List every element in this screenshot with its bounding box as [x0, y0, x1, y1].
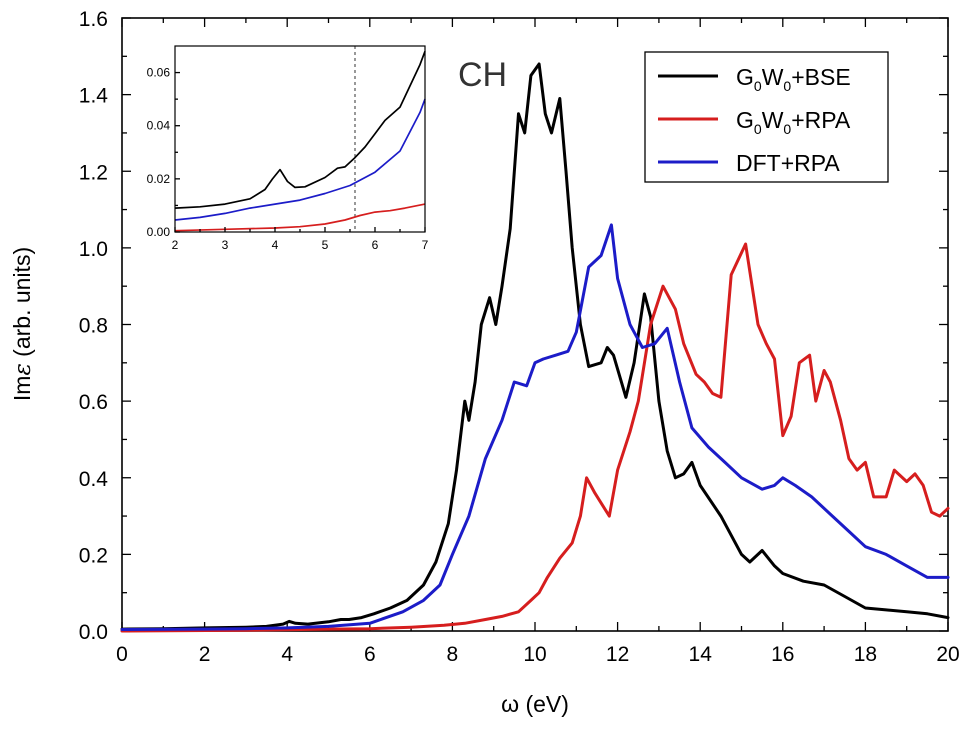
main-x-tick-label: 4 [281, 643, 293, 666]
y-axis-title: Imε (arb. units) [9, 247, 36, 401]
legend-label-rpa: G0W0+RPA [736, 107, 851, 137]
main-series-g0w0-bse [120, 62, 950, 631]
inset-x-tick-label: 7 [422, 238, 429, 252]
inset-y-tick-label: 0.02 [147, 172, 171, 186]
inset-y-tick-label: 0.04 [147, 119, 171, 133]
main-x-tick-label: 12 [606, 643, 629, 666]
main-x-tick-label: 14 [689, 643, 713, 666]
main-y-tick-label: 1.2 [79, 161, 108, 184]
inset-x-tick-label: 5 [322, 238, 329, 252]
main-y-tick-label: 0.2 [79, 544, 108, 567]
inset-ticks: 2 3 4 5 6 7 0.00 0.02 0.04 0.06 [147, 66, 429, 252]
inset-x-tick-label: 4 [272, 238, 279, 252]
main-series-g0w0-rpa [120, 242, 950, 633]
main-y-tick-label: 0.8 [79, 315, 108, 338]
main-x-tick-label: 6 [364, 643, 376, 666]
y-axis-title-symbol: ε [10, 363, 36, 375]
y-axis-title-prefix: Im [9, 376, 35, 402]
inset-x-tick-label: 6 [372, 238, 379, 252]
main-series-dft-rpa [120, 223, 950, 631]
main-series-group [120, 62, 950, 633]
legend-label-dft: DFT+RPA [736, 150, 840, 176]
main-x-tick-label: 10 [523, 643, 546, 666]
legend-box [644, 51, 889, 183]
main-y-tick-label: 1.4 [79, 85, 109, 108]
annotation-ch: CH [458, 56, 507, 94]
main-x-tick-label: 18 [854, 643, 877, 666]
inset-plot-background [175, 46, 425, 232]
main-x-tick-label: 20 [936, 643, 959, 666]
inset-series-dft-rpa [174, 98, 426, 221]
main-x-tick-label: 0 [116, 643, 128, 666]
main-y-tick-label: 0.4 [79, 468, 109, 491]
inset-y-tick-label: 0.06 [147, 66, 171, 80]
legend-label-bse: G0W0+BSE [736, 64, 851, 94]
inset-series-group [174, 46, 426, 232]
inset-x-tick-label: 2 [172, 238, 179, 252]
main-y-tick-label: 0.6 [79, 391, 108, 414]
inset-series-g0w0-bse [174, 51, 426, 209]
y-axis-title-suffix: (arb. units) [9, 247, 35, 363]
legend: G0W0+BSE G0W0+RPA DFT+RPA [644, 51, 889, 183]
main-ticks: 0 2 4 6 8 10 12 14 16 18 20 0.0 0.2 0.4 0.6 0.8 1.0 1.2 1.… [79, 8, 960, 666]
main-x-tick-label: 8 [447, 643, 459, 666]
main-x-tick-label: 16 [771, 643, 794, 666]
inset-series-g0w0-rpa [174, 203, 426, 232]
main-y-tick-label: 1.0 [79, 238, 108, 261]
main-x-tick-label: 2 [199, 643, 211, 666]
x-axis-title: ω (eV) [501, 691, 569, 717]
main-y-tick-label: 0.0 [79, 621, 108, 644]
main-y-tick-label: 1.6 [79, 8, 108, 31]
inset-x-tick-label: 3 [222, 238, 229, 252]
inset-y-tick-label: 0.00 [147, 225, 171, 239]
